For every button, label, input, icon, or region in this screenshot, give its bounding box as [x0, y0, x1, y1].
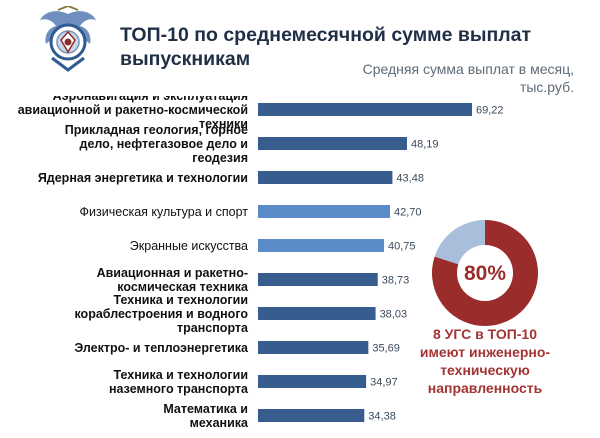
- category-label-8-0: Техника и технологии: [113, 368, 248, 382]
- category-label-2-0: Ядерная энергетика и технологии: [38, 171, 248, 185]
- bar-value-label-7: 35,69: [372, 343, 400, 355]
- note-line-3: техническую: [440, 362, 530, 378]
- bar-value-label-6: 38,03: [380, 309, 408, 321]
- bar-value-label-9: 34,38: [368, 411, 396, 423]
- bar-value-label-1: 48,19: [411, 139, 439, 151]
- category-label-8-1: наземного транспорта: [109, 382, 249, 396]
- bar-value-label-2: 43,48: [396, 173, 424, 185]
- page-title-line-1: ТОП-10 по среднемесячной сумме выплат: [120, 24, 532, 46]
- bar-8: [258, 375, 367, 388]
- bar-5: [258, 273, 378, 286]
- category-label-0-1: авиационной и ракетно-космической: [18, 103, 248, 117]
- bar-4: [258, 239, 384, 252]
- category-label-3-0: Физическая культура и спорт: [80, 205, 249, 219]
- category-label-6-2: транспорта: [177, 321, 249, 335]
- bar-6: [258, 307, 376, 320]
- bar-2: [258, 171, 393, 184]
- bar-3: [258, 205, 391, 218]
- bar-value-label-5: 38,73: [382, 275, 410, 287]
- chart-subtitle-line-2: тыс.руб.: [519, 79, 574, 95]
- category-label-1-2: геодезия: [192, 151, 248, 165]
- note-line-4: направленность: [427, 380, 543, 396]
- bar-1: [258, 137, 407, 150]
- category-label-9-0: Математика и: [163, 402, 248, 416]
- university-emblem-logo: [40, 6, 96, 72]
- category-label-1-1: дело, нефтегазовое дело и: [80, 137, 248, 151]
- bar-value-label-8: 34,97: [370, 377, 398, 389]
- category-label-1-0: Прикладная геология, горное: [65, 123, 248, 137]
- donut-hole: [457, 245, 513, 301]
- donut-percent-label: 80%: [464, 262, 506, 285]
- category-label-0-2: техники: [199, 117, 248, 131]
- bar-value-label-0: 69,22: [476, 105, 504, 117]
- category-label-4-0: Экранные искусства: [130, 239, 248, 253]
- category-label-9-1: механика: [190, 416, 249, 430]
- note-line-2: имеют инженерно-: [419, 344, 551, 360]
- bar-9: [258, 409, 365, 422]
- bar-value-label-4: 40,75: [388, 241, 416, 253]
- payments-bar-chart: 69,22 Аэронавигация и эксплуатацияавиацио…: [18, 96, 504, 430]
- chart-subtitle-line-1: Средняя сумма выплат в месяц,: [362, 61, 574, 77]
- category-label-0-0: Аэронавигация и эксплуатация: [53, 96, 248, 103]
- bar-0: [258, 103, 472, 116]
- bar-value-label-3: 42,70: [394, 207, 422, 219]
- page-title-line-2: выпускникам: [120, 48, 251, 70]
- category-label-7-0: Электро- и теплоэнергетика: [74, 341, 249, 355]
- category-label-5-1: космическая техника: [117, 280, 249, 294]
- note-line-1: 8 УГС в ТОП-10: [432, 326, 538, 342]
- category-label-6-1: кораблестроения и водного: [74, 307, 248, 321]
- category-label-6-0: Техника и технологии: [113, 293, 248, 307]
- bar-7: [258, 341, 369, 354]
- engineering-share-donut: 80%: [432, 220, 538, 326]
- category-label-5-0: Авиационная и ракетно-: [97, 266, 248, 280]
